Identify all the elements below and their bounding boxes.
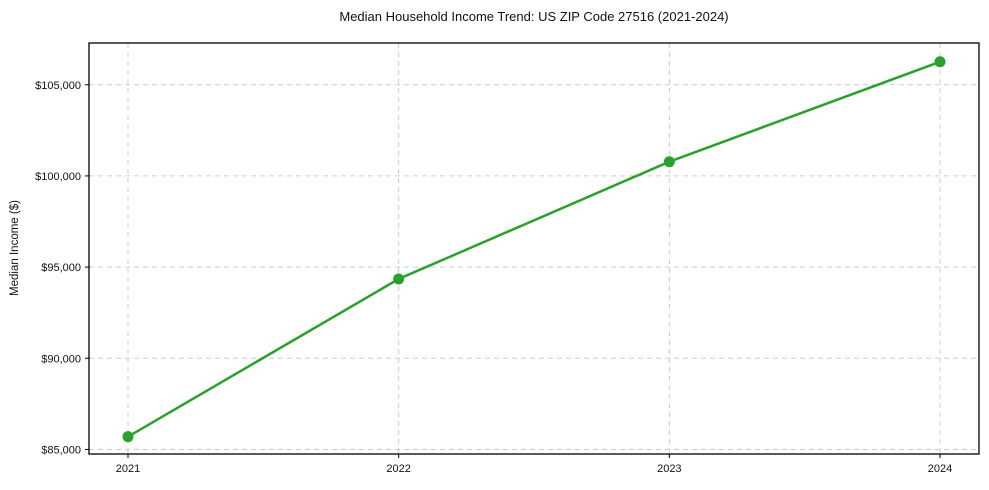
y-tick-label: $100,000 (35, 171, 81, 183)
chart-title: Median Household Income Trend: US ZIP Co… (339, 9, 729, 24)
x-tick-label: 2021 (116, 463, 140, 475)
x-tick-label: 2022 (386, 463, 410, 475)
trend-line (126, 60, 942, 438)
data-point (393, 273, 405, 285)
x-tick-label: 2024 (928, 463, 952, 475)
y-tick-label: $85,000 (41, 444, 81, 456)
data-point (934, 56, 946, 68)
plot-border (88, 42, 980, 455)
y-tick-label: $95,000 (41, 262, 81, 274)
y-tick-label: $90,000 (41, 353, 81, 365)
y-tick-label: $105,000 (35, 80, 81, 92)
data-point (663, 156, 675, 168)
data-point (122, 431, 134, 443)
x-tick-label: 2023 (657, 463, 681, 475)
